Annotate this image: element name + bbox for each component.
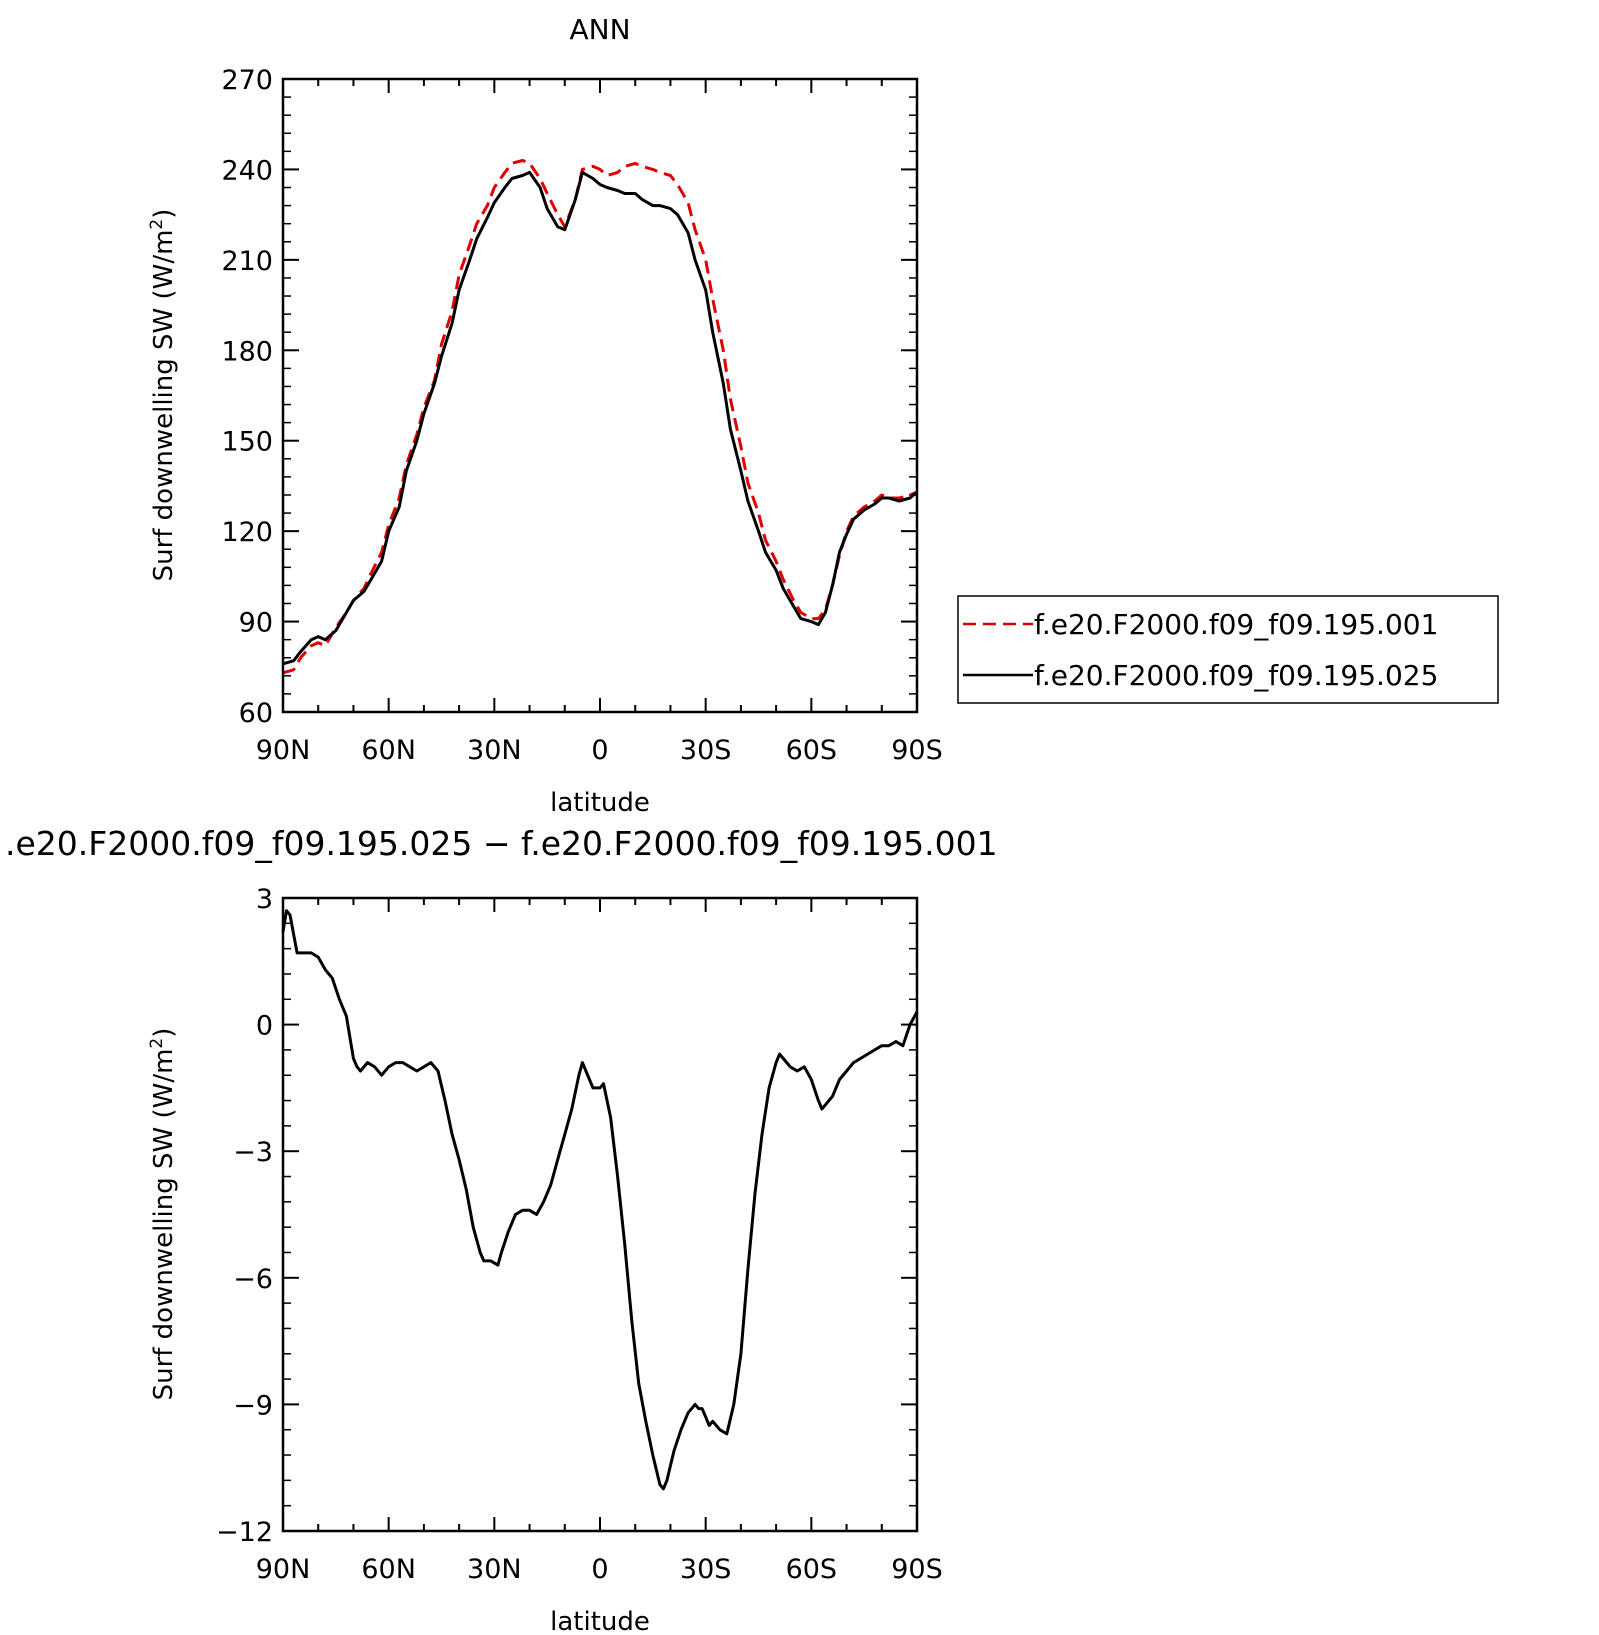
top-y-tick-label: 180 [221, 336, 273, 367]
bottom-series-line-0 [281, 909, 919, 1491]
bottom-y-tick-label: −3 [233, 1137, 273, 1168]
top-plot-frame [281, 77, 919, 714]
top-y-tick-label: 150 [221, 427, 273, 458]
top-x-tick-label: 30S [680, 735, 732, 766]
top-y-axis-label-main: Surf downwelling SW (W/m [149, 230, 179, 582]
bottom-y-axis-label-main: Surf downwelling SW (W/m [149, 1049, 179, 1401]
top-y-axis-label-close: ) [149, 209, 179, 219]
bottom-x-axis-label: latitude [550, 1607, 650, 1635]
bottom-x-tick-label: 30S [680, 1554, 732, 1585]
top-x-tick-labels: 90N 60N 30N 0 30S 60S 90S [256, 735, 943, 766]
top-y-tick-label: 210 [221, 246, 273, 277]
top-y-tick-label: 60 [239, 698, 273, 729]
bottom-y-tick-label: −12 [216, 1517, 273, 1548]
top-x-tick-label: 30N [467, 735, 522, 766]
top-x-tick-label: 60N [361, 735, 416, 766]
legend-box [957, 595, 1499, 704]
bottom-grid-ticks [282, 897, 918, 1532]
legend-label-001: f.e20.F2000.f09_f09.195.001 [1034, 608, 1438, 641]
bottom-x-tick-label: 90S [891, 1554, 943, 1585]
bottom-x-tick-labels: 90N 60N 30N 0 30S 60S 90S [256, 1554, 943, 1585]
top-x-tick-label: 0 [591, 735, 608, 766]
bottom-x-tick-label: 60N [361, 1554, 416, 1585]
bottom-x-tick-label: 30N [467, 1554, 522, 1585]
top-y-tick-label: 90 [239, 608, 273, 639]
bottom-y-tick-label: −9 [233, 1390, 273, 1421]
bottom-y-axis-label: Surf downwelling SW (W/m2) [147, 1028, 179, 1401]
top-series-line-1 [282, 170, 918, 666]
bottom-panel: .e20.F2000.f09_f09.195.025 − f.e20.F2000… [5, 824, 998, 1635]
bottom-y-axis-label-sup: 2 [147, 1038, 167, 1049]
top-y-tick-labels: 60 90 120 150 180 210 240 270 [221, 65, 273, 729]
top-y-tick-label: 270 [221, 65, 273, 96]
top-y-axis-label: Surf downwelling SW (W/m2) [147, 209, 179, 582]
legend-label-025: f.e20.F2000.f09_f09.195.025 [1034, 659, 1438, 692]
top-x-tick-label: 60S [786, 735, 838, 766]
top-x-tick-label: 90N [256, 735, 311, 766]
bottom-chart-title: .e20.F2000.f09_f09.195.025 − f.e20.F2000… [5, 824, 998, 863]
bottom-x-tick-label: 0 [591, 1554, 608, 1585]
bottom-plot-frame [281, 896, 919, 1533]
bottom-x-tick-label: 90N [256, 1554, 311, 1585]
bottom-y-axis-label-close: ) [149, 1028, 179, 1038]
top-series-layer [282, 158, 918, 675]
top-x-tick-label: 90S [891, 735, 943, 766]
legend: f.e20.F2000.f09_f09.195.001 f.e20.F2000.… [957, 595, 1499, 704]
top-chart-title: ANN [569, 13, 630, 46]
bottom-y-tick-label: 3 [256, 884, 273, 915]
top-y-tick-label: 240 [221, 155, 273, 186]
top-y-axis-label-sup: 2 [147, 219, 167, 230]
top-series-line-0 [282, 158, 918, 675]
bottom-y-tick-label: −6 [233, 1264, 273, 1295]
bottom-y-tick-label: 0 [256, 1011, 273, 1042]
top-panel: ANN 90N 60N 30N 0 30S 60S 90S 60 90 120 150 180 210… [147, 13, 943, 818]
bottom-series-layer [281, 909, 919, 1491]
bottom-x-tick-label: 60S [786, 1554, 838, 1585]
bottom-y-tick-labels: −12 −9 −6 −3 0 3 [216, 884, 273, 1548]
top-x-axis-label: latitude [550, 788, 650, 818]
top-y-tick-label: 120 [221, 517, 273, 548]
